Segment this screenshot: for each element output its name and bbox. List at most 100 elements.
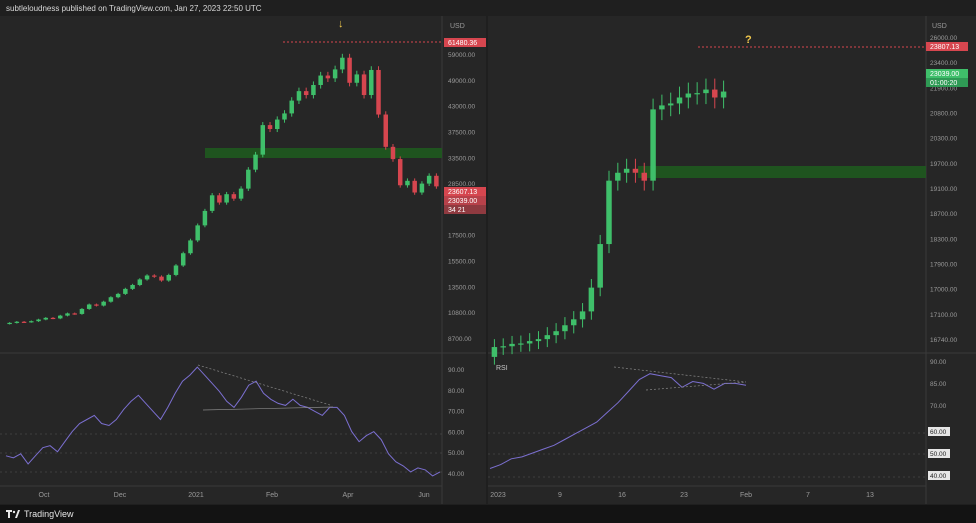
left-candle — [340, 57, 345, 70]
right-candle — [712, 89, 718, 98]
left-candle — [180, 253, 186, 266]
left-price-label: 8700.00 — [448, 336, 472, 343]
left-candle — [332, 69, 338, 79]
left-candle — [224, 194, 229, 203]
left-candle — [383, 114, 388, 147]
left-current-close-text: 23039.00 — [448, 198, 477, 205]
right-price-label: 19100.00 — [930, 186, 957, 193]
left-candle — [354, 74, 360, 83]
right-rsi-boxed-label-box — [928, 471, 950, 480]
right-candle — [491, 347, 498, 357]
right-candle — [703, 89, 709, 94]
left-price-label: 59000.00 — [448, 52, 475, 59]
right-price-label: 26000.00 — [930, 35, 957, 42]
left-chart-svg[interactable]: USD ↓ 59000.00 49000.00 43000.00 37500.00 33… — [0, 16, 486, 504]
right-candle — [571, 319, 577, 326]
left-candle — [50, 317, 56, 320]
left-candle — [152, 275, 157, 277]
left-time-label: Jun — [418, 492, 429, 499]
left-candle — [347, 57, 352, 83]
right-rsi-label: 70.00 — [930, 403, 947, 410]
right-candle — [685, 93, 692, 98]
left-candle — [86, 304, 92, 309]
left-time-label: Apr — [343, 492, 355, 499]
left-candle — [14, 321, 20, 323]
left-candle — [289, 100, 294, 114]
right-price-label: 16740.00 — [930, 337, 957, 344]
left-candle — [426, 175, 432, 184]
right-price-label: 18300.00 — [930, 236, 957, 243]
left-candle — [397, 159, 403, 186]
left-current-price-badge — [444, 187, 486, 196]
right-price-label: 20800.00 — [930, 111, 957, 118]
right-price-label: 19700.00 — [930, 161, 957, 168]
tradingview-logo-icon — [6, 510, 20, 518]
right-candle — [562, 325, 568, 332]
right-time-label: 9 — [558, 492, 562, 499]
right-rsi-title: RSI — [496, 365, 508, 372]
left-candles — [7, 53, 439, 325]
right-candle — [615, 172, 621, 181]
left-top-price-text: 61480.36 — [448, 40, 477, 47]
left-candle — [202, 210, 208, 226]
left-price-label: 13500.00 — [448, 284, 475, 291]
left-rsi-trendline-lower — [202, 406, 334, 411]
left-candle — [65, 313, 70, 316]
left-candle — [405, 180, 410, 186]
right-countdown-badge — [926, 78, 968, 87]
left-candle — [318, 75, 323, 86]
right-chart-svg[interactable]: USD ? 26000.00 23400.00 21900.00 20800.00 20… — [488, 16, 976, 504]
left-rsi-label: 50.00 — [448, 450, 465, 457]
right-current-price-text: 23039.00 — [930, 71, 959, 78]
left-candle — [43, 317, 49, 320]
left-candle — [79, 308, 85, 314]
footer-bar: TradingView — [0, 505, 976, 523]
left-candle — [390, 146, 396, 160]
right-candle — [526, 341, 533, 344]
left-price-label: 10800.00 — [448, 310, 475, 317]
right-candle — [606, 180, 612, 245]
left-rsi-label: 80.00 — [448, 388, 465, 395]
right-candle — [641, 172, 647, 181]
right-candle — [553, 331, 559, 336]
right-candle — [518, 343, 524, 345]
right-rsi-trendline-lower — [645, 381, 747, 391]
left-candle — [303, 91, 309, 96]
right-price-label: 20300.00 — [930, 136, 957, 143]
right-chart-panel[interactable]: USD ? 26000.00 23400.00 21900.00 20800.00 20… — [488, 16, 976, 504]
left-candle — [209, 195, 215, 211]
right-time-label: 16 — [618, 492, 626, 499]
left-candle — [231, 194, 237, 199]
down-arrow-icon: ↓ — [338, 18, 344, 30]
right-candle — [720, 91, 727, 98]
right-candle — [535, 339, 542, 342]
left-price-label: 15500.00 — [448, 259, 475, 266]
right-rsi-line — [489, 373, 747, 469]
left-candle — [159, 276, 164, 281]
right-price-label: 17900.00 — [930, 262, 957, 269]
left-candle — [325, 75, 331, 79]
left-candle — [361, 74, 367, 96]
left-currency-label: USD — [450, 23, 465, 30]
right-candle — [650, 109, 656, 181]
right-candle — [579, 311, 586, 320]
left-time-label: Oct — [39, 492, 50, 499]
right-candles — [491, 78, 727, 365]
right-rsi-label: 90.00 — [930, 359, 947, 366]
left-candle — [376, 69, 381, 115]
left-rsi-pane — [0, 364, 442, 477]
right-time-scale: 2023 9 16 23 Feb 7 13 — [490, 492, 874, 499]
right-rsi-scale: 90.00 85.00 70.00 60.00 50.00 40.00 — [928, 359, 950, 480]
right-rsi-boxed-label-box — [928, 427, 950, 436]
left-chart-panel[interactable]: USD ↓ 59000.00 49000.00 43000.00 37500.00 33… — [0, 16, 486, 504]
right-candle — [623, 168, 630, 173]
question-mark-icon: ? — [745, 34, 752, 46]
left-rsi-line — [5, 366, 441, 477]
right-top-price-badge — [926, 42, 968, 51]
left-candle — [101, 301, 106, 306]
right-top-price-text: 23807.13 — [930, 44, 959, 51]
right-rsi-pane — [488, 366, 926, 478]
left-candle — [36, 319, 41, 322]
footer-brand: TradingView — [24, 509, 74, 519]
